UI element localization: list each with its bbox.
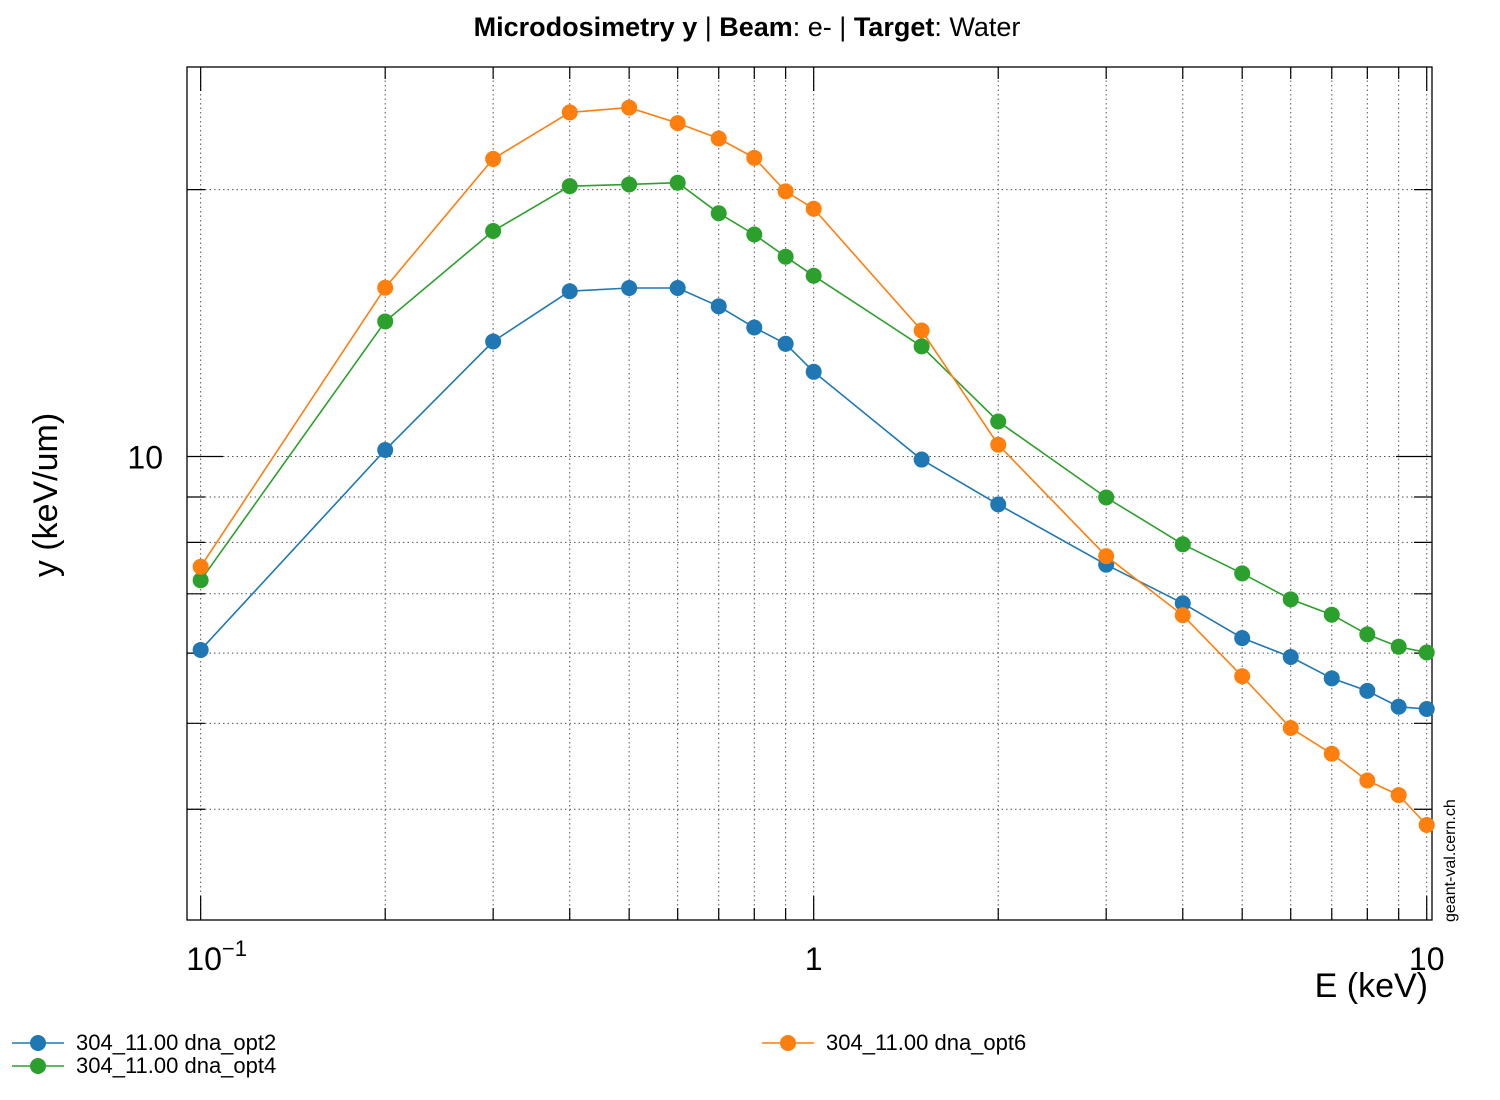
data-point <box>669 174 686 191</box>
data-point <box>805 363 822 380</box>
data-point <box>1234 565 1251 582</box>
data-point <box>990 496 1007 513</box>
data-point <box>561 178 578 195</box>
data-point <box>1323 670 1340 687</box>
data-point <box>710 130 727 147</box>
legend-label: 304_11.00 dna_opt2 <box>76 1030 276 1055</box>
series-3 <box>192 99 1435 833</box>
data-point <box>1390 698 1407 715</box>
x-tick-label: 1 <box>805 941 823 977</box>
plot-frame <box>186 66 1433 921</box>
data-point <box>990 413 1007 430</box>
data-point <box>561 104 578 121</box>
data-point <box>1418 816 1435 833</box>
data-point <box>621 279 638 296</box>
watermark: geant-val.cern.ch <box>1442 799 1459 922</box>
legend-item: 304_11.00 dna_opt2 <box>12 1030 276 1055</box>
x-tick-label: 10−1 <box>186 936 247 977</box>
data-point <box>561 283 578 300</box>
data-point <box>1234 630 1251 647</box>
data-point <box>1359 626 1376 643</box>
title-part: : e- | <box>793 12 854 42</box>
legend-label: 304_11.00 dna_opt6 <box>826 1030 1026 1055</box>
data-point <box>669 279 686 296</box>
tick-labels: 10−1 1 10 10 <box>127 439 1444 977</box>
data-point <box>1359 772 1376 789</box>
title-part: Target <box>854 12 935 42</box>
y-tick-label: 10 <box>127 439 163 475</box>
data-point <box>777 248 794 265</box>
data-point <box>805 267 822 284</box>
data-point <box>1282 591 1299 608</box>
data-point <box>746 149 763 166</box>
y-axis-label: y (keV/um) <box>27 413 65 577</box>
data-point <box>1359 682 1376 699</box>
data-point <box>485 223 502 240</box>
data-point <box>710 205 727 222</box>
data-point <box>1418 644 1435 661</box>
data-point <box>746 319 763 336</box>
x-axis-label: E (keV) <box>1315 967 1428 1005</box>
data-point <box>913 322 930 339</box>
title-part: : Water <box>934 12 1020 42</box>
series-1 <box>192 279 1435 717</box>
data-point <box>192 641 209 658</box>
data-point <box>913 451 930 468</box>
data-point <box>990 436 1007 453</box>
legend-marker <box>30 1058 46 1074</box>
data-point <box>669 115 686 132</box>
x-tick-label: 10 <box>1409 941 1445 977</box>
data-point <box>1098 548 1115 565</box>
data-point <box>746 226 763 243</box>
data-point <box>485 150 502 167</box>
chart-title: Microdosimetry y | Beam: e- | Target: Wa… <box>474 12 1021 42</box>
series-2 <box>192 174 1435 661</box>
data-point <box>377 279 394 296</box>
grid <box>187 67 1432 920</box>
data-point <box>777 335 794 352</box>
data-point <box>1282 649 1299 666</box>
data-point <box>1174 607 1191 624</box>
series-line <box>200 181 1427 654</box>
legend-marker <box>780 1035 796 1051</box>
data-point <box>377 313 394 330</box>
data-point <box>1234 668 1251 685</box>
data-point <box>377 441 394 458</box>
title-part: Microdosimetry y <box>474 12 705 42</box>
data-point <box>1098 489 1115 506</box>
data-point <box>485 333 502 350</box>
series-line <box>200 106 1428 826</box>
legend-item: 304_11.00 dna_opt6 <box>762 1030 1026 1055</box>
data-point <box>1174 536 1191 553</box>
title-part: | <box>705 12 720 42</box>
data-point <box>192 572 209 589</box>
series-layer <box>192 99 1435 833</box>
axis-ticks <box>187 67 1432 920</box>
data-point <box>1282 719 1299 736</box>
data-point <box>1323 606 1340 623</box>
data-point <box>805 200 822 217</box>
data-point <box>777 183 794 200</box>
title-part: Beam <box>719 12 793 42</box>
data-point <box>913 338 930 355</box>
data-point <box>1323 745 1340 762</box>
data-point <box>1174 595 1191 612</box>
legend-marker <box>30 1035 46 1051</box>
data-point <box>621 99 638 116</box>
legend-item: 304_11.00 dna_opt4 <box>12 1053 276 1078</box>
data-point <box>1418 700 1435 717</box>
data-point <box>1390 787 1407 804</box>
data-point <box>1390 638 1407 655</box>
legend-label: 304_11.00 dna_opt4 <box>76 1053 276 1078</box>
data-point <box>621 176 638 193</box>
data-point <box>710 298 727 315</box>
data-point <box>192 558 209 575</box>
